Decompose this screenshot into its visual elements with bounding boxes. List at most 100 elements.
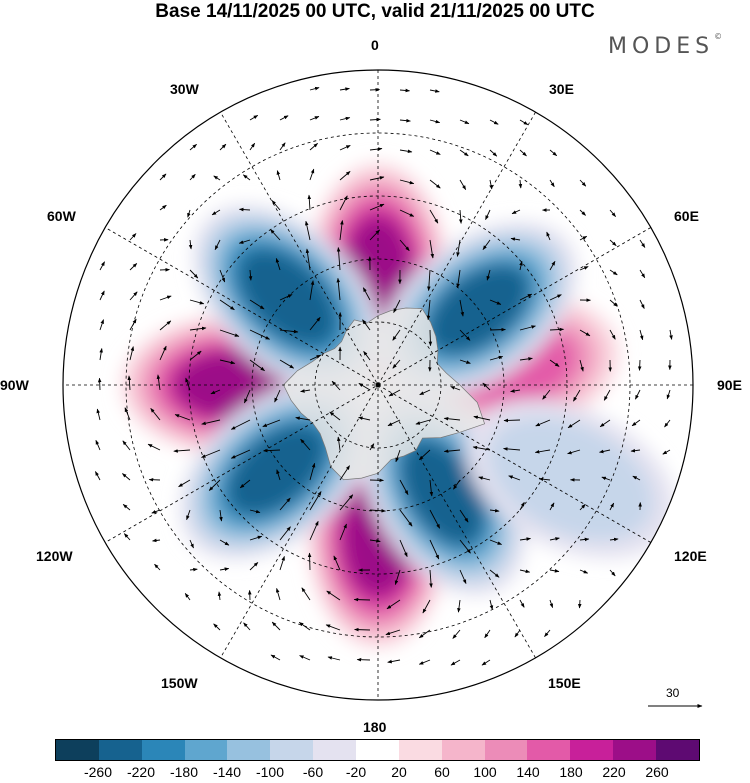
wind-arrow bbox=[201, 449, 221, 458]
wind-arrow bbox=[309, 86, 320, 91]
wind-arrow bbox=[510, 237, 521, 241]
wind-arrow bbox=[325, 624, 341, 631]
wind-arrow bbox=[399, 179, 415, 185]
wind-arrow bbox=[159, 320, 172, 331]
wind-arrow bbox=[662, 449, 671, 455]
modes-logo: MODES© bbox=[608, 32, 722, 59]
wind-arrow bbox=[535, 419, 551, 427]
wind-arrow bbox=[369, 509, 386, 513]
wind-arrow bbox=[388, 389, 401, 397]
wind-arrow bbox=[243, 389, 251, 404]
wind-arrow bbox=[603, 389, 611, 401]
wind-arrow bbox=[443, 416, 461, 421]
wind-arrow bbox=[249, 562, 259, 571]
wind-arrow bbox=[639, 269, 646, 279]
wind-arrow bbox=[399, 149, 413, 154]
wind-arrow bbox=[150, 408, 161, 421]
wind-arrow bbox=[538, 477, 551, 482]
wind-arrow bbox=[188, 239, 193, 250]
wind-arrow bbox=[363, 350, 371, 361]
wind-arrow bbox=[219, 299, 235, 311]
wind-arrow bbox=[369, 443, 375, 451]
wind-arrow bbox=[549, 569, 560, 573]
wind-arrow bbox=[428, 329, 433, 347]
wind-arrow bbox=[599, 419, 611, 428]
wind-arrow bbox=[519, 599, 525, 608]
wind-arrow bbox=[279, 115, 289, 121]
wind-arrow bbox=[459, 119, 470, 125]
wind-arrow bbox=[358, 383, 371, 391]
wind-arrow bbox=[632, 475, 641, 481]
wind-arrow bbox=[300, 438, 311, 451]
wind-arrow bbox=[601, 476, 611, 481]
wind-vectors bbox=[95, 86, 673, 666]
brand-text: MODES bbox=[608, 34, 715, 59]
wind-arrow bbox=[122, 473, 131, 481]
wind-arrow bbox=[579, 209, 586, 216]
wind-arrow bbox=[489, 355, 504, 361]
wind-arrow bbox=[369, 147, 383, 151]
wind-arrow bbox=[486, 269, 491, 281]
wind-arrow bbox=[242, 174, 251, 181]
wind-arrow bbox=[189, 326, 207, 331]
wind-arrow bbox=[669, 329, 673, 340]
wind-arrow bbox=[419, 389, 431, 396]
wind-arrow bbox=[276, 469, 281, 481]
wind-arrow bbox=[354, 627, 371, 632]
wind-arrow bbox=[309, 316, 321, 331]
wind-arrow bbox=[99, 319, 104, 331]
wind-arrow bbox=[429, 209, 439, 224]
map-border bbox=[62, 69, 694, 701]
wind-arrow bbox=[418, 449, 431, 461]
lon-label-90w: 90W bbox=[0, 377, 29, 393]
wind-arrow bbox=[329, 411, 341, 421]
wind-arrow bbox=[211, 209, 221, 216]
wind-arrow bbox=[415, 419, 431, 425]
wind-arrow bbox=[630, 448, 641, 453]
lon-label-0: 0 bbox=[371, 37, 379, 53]
wind-arrow bbox=[426, 299, 431, 321]
wind-arrow bbox=[279, 142, 286, 151]
wind-arrow bbox=[456, 269, 461, 289]
wind-arrow bbox=[156, 374, 161, 391]
wind-arrow bbox=[542, 389, 551, 400]
graticule bbox=[63, 70, 693, 700]
wind-arrow bbox=[519, 537, 531, 541]
wind-arrow bbox=[609, 569, 616, 577]
wind-arrow bbox=[482, 239, 491, 250]
wind-arrow bbox=[489, 508, 500, 513]
wind-arrow bbox=[99, 348, 103, 361]
wind-arrow bbox=[159, 345, 167, 361]
wind-arrow bbox=[519, 260, 523, 271]
wind-arrow bbox=[427, 269, 431, 292]
wind-arrow bbox=[362, 287, 371, 301]
wind-arrow bbox=[489, 539, 503, 545]
wind-arrow bbox=[122, 440, 131, 451]
wind-arrow bbox=[546, 231, 551, 241]
wind-arrow bbox=[271, 621, 281, 631]
colorbar-swatch bbox=[98, 740, 142, 760]
wind-arrow bbox=[339, 116, 351, 121]
wind-arrow bbox=[309, 354, 322, 361]
wind-arrow bbox=[123, 533, 131, 541]
wind-arrow bbox=[453, 479, 461, 490]
wind-arrow bbox=[219, 329, 240, 337]
wind-arrow bbox=[173, 449, 191, 453]
wind-arrow bbox=[459, 179, 467, 190]
wind-arrow bbox=[489, 569, 500, 578]
wind-arrow bbox=[392, 329, 401, 341]
wind-arrow bbox=[459, 569, 467, 585]
colorbar-tick-label: -260 bbox=[83, 764, 113, 780]
wind-arrow bbox=[301, 587, 311, 601]
wind-arrow bbox=[327, 656, 341, 661]
wind-arrow bbox=[609, 299, 618, 307]
wind-arrow bbox=[298, 622, 311, 631]
wind-arrow bbox=[309, 168, 315, 181]
wind-arrow bbox=[549, 359, 560, 367]
colorbar-tick-label: -220 bbox=[126, 764, 156, 780]
lon-label-180: 180 bbox=[363, 719, 387, 735]
wind-arrow bbox=[339, 220, 344, 241]
wind-arrow bbox=[418, 629, 431, 639]
wind-arrow bbox=[243, 622, 251, 631]
wind-arrow bbox=[609, 239, 617, 247]
